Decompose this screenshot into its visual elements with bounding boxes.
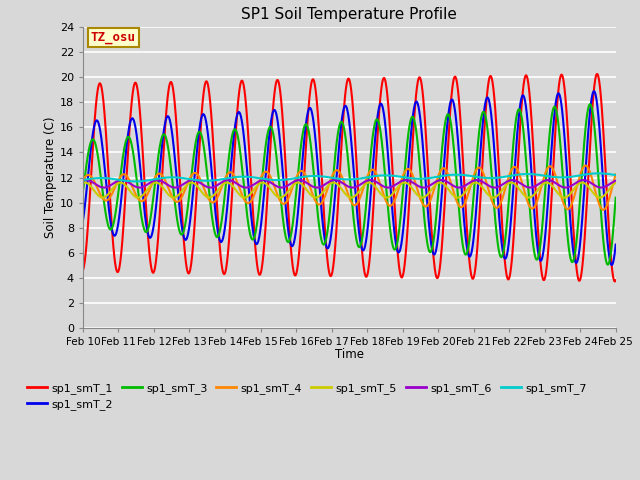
sp1_smT_4 (596, 204, 604, 210)
sp1_smT_6 (597, 185, 605, 191)
sp1_smT_2 (596, 140, 604, 145)
sp1_smT_7 (596, 170, 604, 176)
sp1_smT_5 (338, 187, 346, 192)
Title: SP1 Soil Temperature Profile: SP1 Soil Temperature Profile (241, 7, 457, 22)
sp1_smT_2 (324, 245, 332, 251)
sp1_smT_5 (79, 180, 87, 186)
sp1_smT_5 (597, 194, 605, 200)
sp1_smT_7 (597, 170, 605, 176)
sp1_smT_2 (590, 88, 598, 94)
sp1_smT_1 (499, 227, 506, 232)
sp1_smT_2 (499, 246, 506, 252)
sp1_smT_6 (596, 185, 604, 191)
sp1_smT_4 (338, 174, 346, 180)
Line: sp1_smT_2: sp1_smT_2 (83, 91, 616, 265)
sp1_smT_2 (338, 116, 346, 121)
sp1_smT_5 (579, 180, 586, 185)
sp1_smT_3 (324, 226, 332, 231)
Y-axis label: Soil Temperature (C): Soil Temperature (C) (44, 117, 57, 238)
sp1_smT_5 (499, 187, 506, 192)
sp1_smT_3 (79, 188, 87, 194)
sp1_smT_1 (338, 134, 346, 140)
sp1_smT_2 (106, 216, 114, 222)
sp1_smT_7 (339, 176, 346, 182)
sp1_smT_3 (106, 227, 114, 232)
Line: sp1_smT_4: sp1_smT_4 (83, 166, 616, 210)
sp1_smT_7 (499, 174, 506, 180)
sp1_smT_4 (324, 185, 332, 191)
sp1_smT_2 (612, 242, 620, 248)
sp1_smT_3 (586, 101, 594, 107)
Line: sp1_smT_5: sp1_smT_5 (83, 182, 616, 198)
sp1_smT_6 (612, 178, 620, 183)
sp1_smT_6 (106, 182, 114, 188)
sp1_smT_1 (612, 277, 620, 283)
sp1_smT_6 (499, 181, 507, 187)
sp1_smT_4 (596, 204, 604, 210)
sp1_smT_4 (106, 194, 114, 200)
Line: sp1_smT_1: sp1_smT_1 (83, 74, 616, 281)
sp1_smT_1 (611, 278, 619, 284)
Line: sp1_smT_6: sp1_smT_6 (83, 180, 616, 188)
sp1_smT_7 (106, 176, 114, 181)
sp1_smT_6 (79, 178, 87, 183)
sp1_smT_5 (383, 195, 390, 201)
sp1_smT_2 (608, 262, 616, 268)
sp1_smT_7 (595, 170, 602, 176)
sp1_smT_5 (612, 180, 620, 186)
sp1_smT_5 (324, 183, 332, 189)
Line: sp1_smT_7: sp1_smT_7 (83, 173, 616, 181)
sp1_smT_5 (596, 195, 604, 201)
sp1_smT_1 (324, 261, 332, 267)
sp1_smT_3 (338, 119, 346, 125)
sp1_smT_6 (324, 180, 332, 185)
sp1_smT_3 (596, 200, 604, 205)
sp1_smT_1 (106, 198, 114, 204)
X-axis label: Time: Time (335, 348, 364, 361)
sp1_smT_1 (596, 89, 604, 95)
sp1_smT_7 (612, 172, 620, 178)
sp1_smT_4 (79, 177, 87, 183)
sp1_smT_6 (339, 180, 346, 186)
sp1_smT_4 (499, 195, 506, 201)
sp1_smT_1 (596, 87, 604, 93)
sp1_smT_7 (324, 174, 332, 180)
sp1_smT_3 (612, 195, 620, 201)
sp1_smT_2 (596, 136, 604, 142)
Line: sp1_smT_3: sp1_smT_3 (83, 104, 616, 264)
sp1_smT_5 (106, 189, 114, 195)
sp1_smT_4 (599, 207, 607, 213)
sp1_smT_6 (136, 185, 143, 191)
sp1_smT_6 (331, 177, 339, 183)
sp1_smT_1 (79, 267, 87, 273)
sp1_smT_4 (612, 171, 620, 177)
sp1_smT_4 (582, 163, 589, 168)
Text: TZ_osu: TZ_osu (91, 31, 136, 44)
Legend: sp1_smT_1, sp1_smT_2, sp1_smT_3, sp1_smT_4, sp1_smT_5, sp1_smT_6, sp1_smT_7: sp1_smT_1, sp1_smT_2, sp1_smT_3, sp1_smT… (22, 378, 591, 415)
sp1_smT_1 (593, 71, 601, 77)
sp1_smT_7 (132, 179, 140, 184)
sp1_smT_7 (79, 177, 87, 183)
sp1_smT_3 (604, 262, 612, 267)
sp1_smT_3 (499, 252, 506, 258)
sp1_smT_2 (79, 218, 87, 224)
sp1_smT_3 (596, 204, 604, 209)
